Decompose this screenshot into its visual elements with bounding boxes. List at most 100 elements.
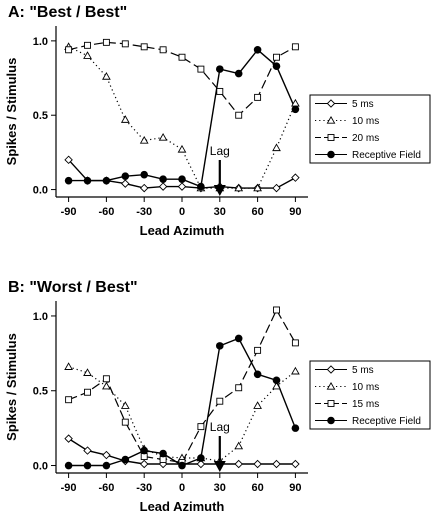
x-tick-label: 30 <box>214 482 226 494</box>
data-point-s2 <box>254 93 262 101</box>
x-tick-label: 90 <box>289 482 301 494</box>
data-point-s2 <box>159 456 167 463</box>
lag-arrow-head <box>213 461 226 472</box>
legend-label-0: 5 ms <box>352 99 374 110</box>
data-point-s3 <box>253 370 262 379</box>
y-axis-label: Spikes / Stimulus <box>4 333 19 441</box>
x-tick-label: 0 <box>179 206 185 218</box>
x-axis-label: Lead Azimuth <box>140 223 225 238</box>
data-point-s2 <box>84 388 91 396</box>
data-point-s3 <box>159 175 167 183</box>
data-point-s0 <box>196 459 206 469</box>
data-point-s1 <box>234 183 244 192</box>
legend-marker-1 <box>326 381 336 390</box>
data-point-s2 <box>65 46 73 54</box>
data-point-s3 <box>197 454 205 462</box>
data-point-s1 <box>83 51 92 59</box>
data-point-s3 <box>121 172 130 180</box>
data-point-s2 <box>178 53 186 61</box>
panel-b: B: "Worst / Best" -90 -60 -30 0 30 60 90 0.0 0.5 1… <box>4 279 431 514</box>
data-point-s0 <box>272 459 281 469</box>
data-point-s0 <box>253 459 262 469</box>
series-lines <box>68 308 297 467</box>
legend-label-1: 10 ms <box>352 382 379 393</box>
data-point-s3 <box>64 461 73 470</box>
x-tick-label: 60 <box>251 482 263 494</box>
data-point-s2 <box>273 306 280 314</box>
data-point-s2 <box>254 346 262 354</box>
legend-marker-3 <box>327 416 335 425</box>
data-point-s3 <box>234 69 243 78</box>
x-tick-label: 0 <box>179 482 185 494</box>
data-point-s0 <box>102 450 111 460</box>
legend-label-2: 20 ms <box>352 133 379 144</box>
data-point-s2 <box>291 339 299 347</box>
series-line-2 <box>68 308 296 464</box>
legend-marker-2 <box>327 134 335 141</box>
series-line-3 <box>68 337 297 467</box>
series-lines <box>68 41 297 189</box>
data-point-s2 <box>291 43 299 51</box>
y-tick-label: 1.0 <box>33 311 48 323</box>
y-tick-label: 0.5 <box>33 110 48 122</box>
data-point-s3 <box>272 376 281 385</box>
legend-marker-2 <box>327 400 335 407</box>
data-point-s0 <box>64 155 73 165</box>
lag-annotation: Lag <box>210 420 230 472</box>
legend-label-3: Receptive Field <box>352 416 421 427</box>
data-point-s2 <box>197 423 205 431</box>
data-point-s3 <box>83 461 92 470</box>
data-point-s3 <box>159 449 167 458</box>
data-point-s0 <box>139 459 149 469</box>
panel-a: A: "Best / Best" -90 -60 -30 0 30 60 90 0.0 0.5 1.… <box>4 4 431 238</box>
data-point-s0 <box>291 173 300 182</box>
data-point-s3 <box>197 182 205 191</box>
x-tick-label: 30 <box>214 206 226 218</box>
series-line-1 <box>68 46 296 189</box>
data-point-s2 <box>273 53 280 61</box>
data-point-s1 <box>253 183 262 192</box>
data-point-s3 <box>216 342 224 350</box>
data-point-s1 <box>291 366 300 375</box>
y-axis-label: Spikes / Stimulus <box>4 58 19 166</box>
data-point-s2 <box>84 41 91 49</box>
data-point-s0 <box>158 182 168 191</box>
data-point-s1 <box>272 143 281 152</box>
series-markers <box>64 306 300 470</box>
data-point-s2 <box>140 43 148 51</box>
lag-annotation: Lag <box>210 144 230 196</box>
data-point-s1 <box>120 401 130 409</box>
legend-label-3: Receptive Field <box>352 150 421 161</box>
data-point-s2 <box>102 375 110 383</box>
x-tick-label: -60 <box>98 482 114 494</box>
legend-label-1: 10 ms <box>352 116 379 127</box>
lag-label: Lag <box>210 144 230 158</box>
legend-marker-0 <box>326 365 336 374</box>
y-tick-label: 0.0 <box>33 461 48 473</box>
data-point-s3 <box>83 176 92 185</box>
series-markers <box>64 38 300 193</box>
data-point-s3 <box>216 65 224 73</box>
data-point-s1 <box>272 381 281 390</box>
chart-title: A: "Best / Best" <box>8 4 127 21</box>
data-point-s1 <box>120 115 130 123</box>
lag-label: Lag <box>210 420 230 434</box>
data-point-s1 <box>64 362 73 370</box>
data-point-s1 <box>158 133 168 141</box>
data-point-s0 <box>272 183 281 193</box>
data-point-s2 <box>216 87 224 95</box>
data-point-s1 <box>139 135 149 144</box>
data-point-s2 <box>140 453 148 460</box>
data-point-s2 <box>235 384 243 392</box>
data-point-s3 <box>272 62 281 70</box>
data-point-s0 <box>64 434 73 443</box>
data-point-s1 <box>177 144 187 153</box>
series-line-3 <box>68 48 297 188</box>
legend-marker-0 <box>326 99 336 108</box>
x-tick-label: 60 <box>251 206 263 218</box>
x-tick-label: -30 <box>136 482 152 494</box>
data-point-s2 <box>235 111 243 119</box>
data-point-s1 <box>102 381 111 390</box>
data-point-s2 <box>197 65 205 73</box>
